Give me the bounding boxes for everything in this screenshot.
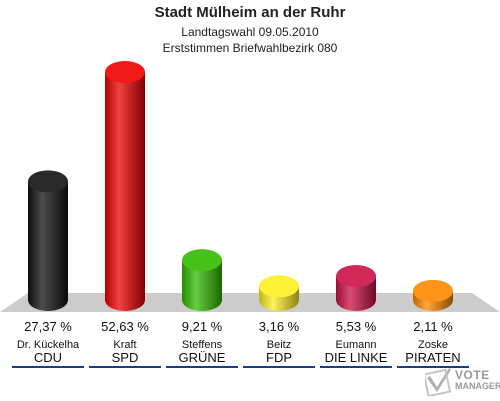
bar-gr-ne [182,249,222,311]
party-underline [243,366,315,368]
party-label: DIE LINKE [324,350,388,365]
bar-spd [105,61,145,311]
party-underline [166,366,238,368]
bar-cdu [28,170,68,311]
value-label: 5,53 % [335,319,377,334]
candidate-label: Zoske [418,339,448,351]
logo-text-manager: MANAGER [455,381,500,391]
party-underline [397,366,469,368]
party-label: SPD [111,350,139,365]
chart-subtitle: Landtagswahl 09.05.2010 [181,25,319,39]
party-underline [320,366,392,368]
party-label: PIRATEN [405,350,461,365]
party-underline [89,366,161,368]
ballot-check-icon [422,368,452,398]
logo-text-vote: VOTE [455,368,490,382]
party-label: CDU [33,350,63,365]
value-label: 3,16 % [258,319,300,334]
candidate-label: Eumann [335,339,377,351]
candidate-label: Dr. Kückelha [16,339,80,351]
chart-subtitle-2: Erststimmen Briefwahlbezirk 080 [162,41,338,55]
vote-manager-logo: VOTE MANAGER [422,366,500,398]
value-label: 27,37 % [24,319,72,334]
value-label: 9,21 % [181,319,223,334]
party-underline [12,366,84,368]
chart-title: Stadt Mülheim an der Ruhr [154,4,346,21]
bar-fdp [259,275,299,311]
candidate-label: Beitz [266,339,292,351]
candidate-label: Kraft [113,339,137,351]
value-label: 52,63 % [101,319,149,334]
party-label: GRÜNE [178,350,226,365]
bar-piraten [413,279,453,311]
bar-die-linke [336,265,376,311]
party-label: FDP [266,350,292,365]
value-label: 2,11 % [413,319,453,334]
candidate-label: Steffens [181,339,223,351]
